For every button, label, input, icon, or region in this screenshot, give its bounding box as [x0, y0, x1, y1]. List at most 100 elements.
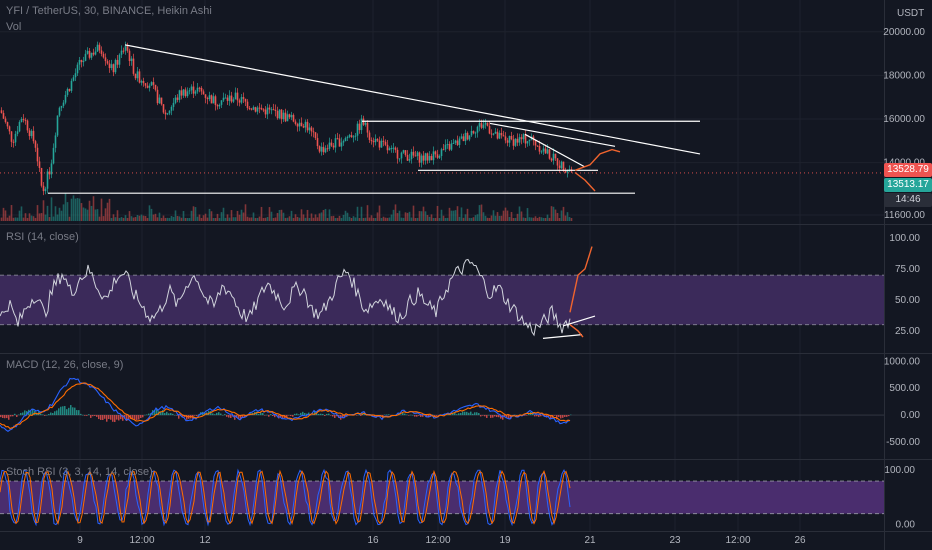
stoch-d-line[interactable]	[0, 469, 571, 526]
macd-histogram-bar	[402, 412, 404, 416]
candle-body	[314, 132, 317, 139]
trendline[interactable]	[124, 44, 701, 155]
candle-body	[268, 107, 271, 110]
volume-bar	[534, 216, 537, 221]
volume-bar	[412, 205, 415, 221]
candle-body	[70, 80, 73, 91]
macd-histogram-bar	[88, 414, 90, 416]
volume-bar	[464, 214, 467, 221]
trendlines[interactable]	[0, 44, 884, 194]
volume-bar	[432, 217, 435, 221]
candle-body	[190, 86, 193, 91]
candle-body	[232, 99, 235, 102]
candle-body	[248, 107, 251, 109]
macd-histogram-bar	[40, 413, 42, 416]
macd-histogram-bar	[10, 415, 12, 417]
volume-bar	[24, 213, 27, 221]
candle-body	[264, 109, 267, 115]
candle-body	[456, 140, 459, 145]
candle-body	[478, 123, 481, 127]
candle-body	[322, 146, 325, 153]
volume-bar	[82, 207, 85, 221]
macd-histogram-bar	[120, 415, 122, 420]
volume-bar	[196, 216, 199, 221]
candle-body	[332, 145, 335, 148]
volume-bar	[236, 210, 239, 221]
candle-body	[254, 107, 257, 112]
candle-body	[110, 64, 113, 69]
macd-histogram-bar	[72, 407, 74, 416]
trendline[interactable]	[489, 122, 616, 147]
volume-bar	[478, 205, 481, 221]
symbol-title[interactable]: YFI / TetherUS, 30, BINANCE, Heikin Ashi	[6, 5, 212, 17]
projection-path-down[interactable]	[574, 171, 596, 192]
macd-legend[interactable]: MACD (12, 26, close, 9)	[6, 359, 124, 371]
volume-bar	[222, 207, 225, 221]
macd-histogram-bar	[14, 413, 16, 416]
rsi-trendline[interactable]	[542, 334, 583, 339]
projection-path-up[interactable]	[574, 148, 621, 171]
stoch-rsi-legend[interactable]: Stoch RSI (3, 3, 14, 14, close)	[6, 466, 153, 478]
volume-bar	[210, 211, 213, 221]
rsi-tick-label: 100.00	[889, 233, 920, 244]
macd-signal-line[interactable]	[0, 382, 571, 430]
macd-pane[interactable]	[0, 377, 884, 432]
rsi-pane[interactable]	[0, 246, 884, 339]
price-pane[interactable]	[0, 41, 884, 221]
candle-body	[286, 114, 289, 122]
price-axis[interactable]: 11600.0014000.0016000.0018000.0020000.00…	[883, 27, 925, 531]
volume-bar	[516, 213, 519, 221]
candle-body	[408, 159, 411, 161]
macd-histogram-bar	[204, 412, 206, 416]
rsi-trendline[interactable]	[562, 315, 596, 327]
candle-body	[122, 50, 125, 52]
volume-legend[interactable]: Vol	[6, 21, 22, 33]
macd-tick-label: 0.00	[901, 410, 921, 421]
volume-bar	[480, 204, 483, 221]
candle-body	[346, 136, 349, 139]
volume-bar	[320, 212, 323, 221]
volume-bar	[12, 217, 15, 221]
time-axis[interactable]: 9 12:00 12 16 12:00 19 21 23 12:00 26	[77, 535, 806, 546]
macd-histogram-bar	[558, 415, 560, 418]
volume-bar	[186, 217, 189, 221]
volume-bar	[330, 216, 333, 221]
volume-bar	[350, 217, 353, 221]
macd-histogram-bar	[220, 413, 222, 416]
candle-body	[540, 151, 543, 153]
macd-histogram-bar	[360, 415, 362, 416]
candle-body	[206, 97, 209, 100]
rsi-projection-down[interactable]	[569, 324, 584, 338]
volume-bar	[14, 217, 17, 221]
trendline[interactable]	[524, 133, 586, 168]
volume-bar	[138, 215, 141, 221]
candle-body	[514, 138, 517, 146]
macd-histogram-bar	[356, 415, 358, 416]
stoch-k-line[interactable]	[0, 468, 571, 527]
candle-body	[6, 122, 9, 127]
volume-bar	[560, 210, 563, 221]
volume-bar	[126, 217, 129, 221]
candle-body	[102, 53, 105, 58]
volume-bar	[230, 210, 233, 221]
candle-body	[198, 87, 201, 89]
candle-body	[112, 64, 115, 73]
volume-bar	[144, 216, 147, 221]
volume-bar	[326, 217, 329, 221]
rsi-legend[interactable]: RSI (14, close)	[6, 231, 79, 243]
volume-bar	[414, 217, 417, 221]
volume-bar	[520, 211, 523, 221]
stoch-rsi-pane[interactable]	[0, 468, 884, 527]
candle-body	[494, 131, 497, 134]
volume-bar	[158, 212, 161, 221]
rsi-projection-up[interactable]	[569, 246, 593, 313]
macd-histogram-bar	[414, 415, 416, 417]
macd-line[interactable]	[0, 377, 571, 432]
candle-body	[120, 50, 123, 55]
rsi-line[interactable]	[0, 258, 571, 337]
candle-body	[424, 153, 427, 161]
volume-bar	[50, 197, 53, 221]
volume-bar	[552, 206, 555, 221]
candle-body	[28, 130, 31, 137]
